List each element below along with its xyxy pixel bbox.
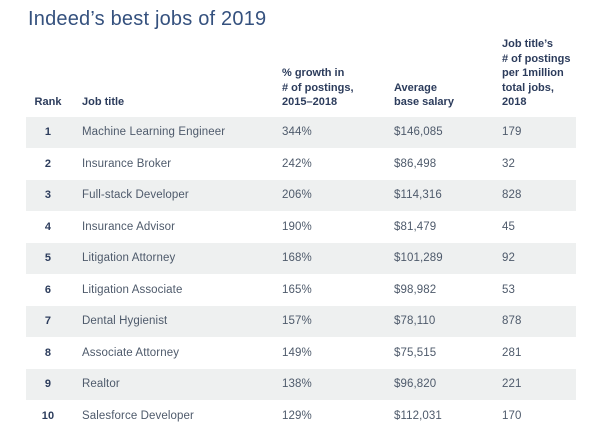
cell-salary: $96,820	[394, 378, 437, 391]
cell-salary: $101,289	[394, 252, 443, 265]
cell-salary: $75,515	[394, 346, 437, 359]
cell-postings: 878	[502, 315, 522, 328]
cell-growth: 168%	[282, 252, 312, 265]
table-row: 4 Insurance Advisor 190% $81,479 45	[26, 211, 576, 243]
cell-salary: $86,498	[394, 157, 437, 170]
table-row: 6 Litigation Associate 165% $98,982 53	[26, 274, 576, 306]
cell-rank: 5	[44, 252, 52, 265]
cell-job-title: Insurance Advisor	[82, 220, 176, 233]
table-header-row: Rank Job title % growth in # of postings,…	[26, 37, 576, 117]
cell-rank: 10	[41, 409, 55, 422]
col-header-salary: Average base salary	[394, 81, 454, 109]
cell-rank: 7	[44, 315, 52, 328]
cell-postings: 170	[502, 409, 522, 422]
cell-growth: 129%	[282, 409, 312, 422]
cell-rank: 8	[44, 346, 52, 359]
cell-job-title: Full-stack Developer	[82, 189, 189, 202]
cell-salary: $114,316	[394, 189, 442, 202]
cell-growth: 344%	[282, 126, 312, 139]
table-row: 3 Full-stack Developer 206% $114,316 828	[26, 179, 576, 211]
cell-growth: 149%	[282, 346, 312, 359]
cell-job-title: Dental Hygienist	[82, 315, 168, 328]
cell-job-title: Salesforce Developer	[82, 409, 194, 422]
cell-growth: 165%	[282, 283, 312, 296]
table-row: 8 Associate Attorney 149% $75,515 281	[26, 337, 576, 369]
cell-postings: 32	[502, 157, 515, 170]
table-body: 1 Machine Learning Engineer 344% $146,08…	[26, 116, 576, 423]
cell-postings: 221	[502, 378, 522, 391]
cell-job-title: Litigation Attorney	[82, 252, 176, 265]
cell-salary: $112,031	[394, 409, 442, 422]
cell-salary: $81,479	[394, 220, 437, 233]
cell-rank: 9	[44, 378, 52, 391]
cell-postings: 45	[502, 220, 515, 233]
cell-growth: 190%	[282, 220, 312, 233]
cell-salary: $146,085	[394, 126, 443, 139]
cell-postings: 828	[502, 189, 522, 202]
cell-growth: 242%	[282, 157, 312, 170]
cell-salary: $98,982	[394, 283, 437, 296]
cell-job-title: Insurance Broker	[82, 157, 172, 170]
cell-growth: 157%	[282, 315, 312, 328]
table-row: 9 Realtor 138% $96,820 221	[26, 368, 576, 400]
cell-postings: 281	[502, 346, 522, 359]
best-jobs-table: Rank Job title % growth in # of postings,…	[26, 37, 576, 423]
cell-salary: $78,110	[394, 315, 436, 328]
cell-rank: 4	[44, 220, 52, 233]
col-header-rank: Rank	[34, 96, 62, 108]
table-row: 10 Salesforce Developer 129% $112,031 17…	[26, 400, 576, 423]
col-header-postings: Job title’s # of postings per 1million tota…	[502, 38, 571, 108]
cell-rank: 2	[44, 157, 52, 170]
table-row: 5 Litigation Attorney 168% $101,289 92	[26, 242, 576, 274]
cell-postings: 179	[502, 126, 522, 139]
col-header-job-title: Job title	[82, 96, 125, 108]
table-row: 1 Machine Learning Engineer 344% $146,08…	[26, 116, 576, 148]
cell-rank: 3	[44, 189, 52, 202]
cell-job-title: Machine Learning Engineer	[82, 126, 226, 139]
cell-growth: 138%	[282, 378, 312, 391]
cell-job-title: Associate Attorney	[82, 346, 180, 359]
cell-rank: 6	[44, 283, 52, 296]
cell-job-title: Litigation Associate	[82, 283, 183, 296]
table-row: 2 Insurance Broker 242% $86,498 32	[26, 148, 576, 180]
page-title: Indeed’s best jobs of 2019	[28, 8, 267, 30]
cell-postings: 92	[502, 252, 515, 265]
cell-rank: 1	[44, 126, 52, 139]
col-header-growth: % growth in # of postings, 2015–2018	[282, 67, 354, 108]
cell-postings: 53	[502, 283, 515, 296]
table-row: 7 Dental Hygienist 157% $78,110 878	[26, 305, 576, 337]
cell-growth: 206%	[282, 189, 312, 202]
cell-job-title: Realtor	[82, 378, 120, 391]
